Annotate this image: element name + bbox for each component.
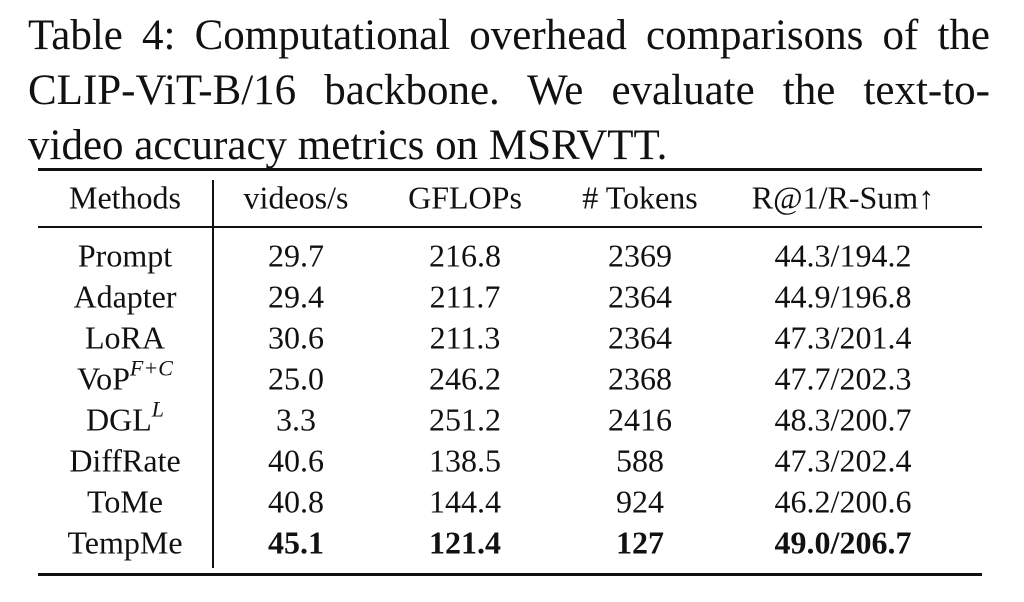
- column-divider: [212, 180, 214, 568]
- value-cell: 30.6: [268, 319, 324, 356]
- value-cell: 216.8: [429, 237, 501, 274]
- value-cell: 49.0/206.7: [774, 524, 912, 561]
- value-cell: 924: [616, 483, 664, 520]
- method-cell: TempMe: [67, 525, 182, 562]
- method-cell: Adapter: [73, 279, 176, 316]
- value-cell: 2368: [608, 360, 672, 397]
- value-cell: 2416: [608, 401, 672, 438]
- value-cell: 251.2: [429, 401, 501, 438]
- method-cell: ToMe: [87, 484, 163, 521]
- method-name: ToMe: [87, 483, 163, 520]
- value-cell: 211.7: [429, 278, 501, 315]
- header-rule: [38, 226, 982, 228]
- value-cell: 127: [616, 524, 664, 561]
- header-cell: Methods: [69, 179, 181, 216]
- value-cell: 121.4: [429, 524, 501, 561]
- method-name: Prompt: [77, 237, 173, 274]
- method-name: VoP: [77, 360, 130, 397]
- value-cell: 2369: [608, 237, 672, 274]
- method-cell: Prompt: [78, 238, 172, 275]
- value-cell: 144.4: [429, 483, 501, 520]
- method-name: TempMe: [67, 524, 183, 561]
- value-cell: 47.3/202.4: [774, 442, 912, 479]
- method-name: Adapter: [73, 278, 177, 315]
- value-cell: 44.3/194.2: [774, 237, 912, 274]
- value-cell: 29.4: [268, 278, 324, 315]
- value-cell: 2364: [608, 319, 672, 356]
- value-cell: 40.8: [268, 483, 324, 520]
- value-cell: 40.6: [268, 442, 324, 479]
- table-caption: Table 4: Computational overhead comparis…: [28, 12, 990, 169]
- header-cell: videos/s: [243, 179, 349, 216]
- value-cell: 3.3: [276, 401, 316, 438]
- value-cell: 588: [616, 442, 664, 479]
- value-cell: 47.3/201.4: [774, 319, 912, 356]
- value-cell: 45.1: [268, 524, 324, 561]
- method-cell: LoRA: [85, 320, 165, 357]
- value-cell: 48.3/200.7: [774, 401, 912, 438]
- value-cell: 44.9/196.8: [774, 278, 912, 315]
- value-cell: 29.7: [268, 237, 324, 274]
- method-superscript: L: [151, 396, 165, 422]
- method-superscript: F+C: [129, 355, 173, 381]
- value-cell: 47.7/202.3: [774, 360, 912, 397]
- top-rule: [38, 168, 982, 171]
- value-cell: 2364: [608, 278, 672, 315]
- method-cell: DiffRate: [69, 443, 180, 480]
- header-cell: # Tokens: [582, 179, 698, 216]
- method-name: DGL: [85, 401, 152, 438]
- value-cell: 138.5: [429, 442, 501, 479]
- bottom-rule: [38, 573, 982, 576]
- method-name: DiffRate: [69, 442, 181, 479]
- value-cell: 246.2: [429, 360, 501, 397]
- header-cell: R@1/R-Sum↑: [751, 179, 935, 216]
- header-cell: GFLOPs: [408, 179, 522, 216]
- value-cell: 25.0: [268, 360, 324, 397]
- method-cell: DGLL: [85, 398, 164, 439]
- value-cell: 46.2/200.6: [774, 483, 912, 520]
- value-cell: 211.3: [429, 319, 501, 356]
- method-cell: VoPF+C: [77, 357, 173, 398]
- method-name: LoRA: [85, 319, 165, 356]
